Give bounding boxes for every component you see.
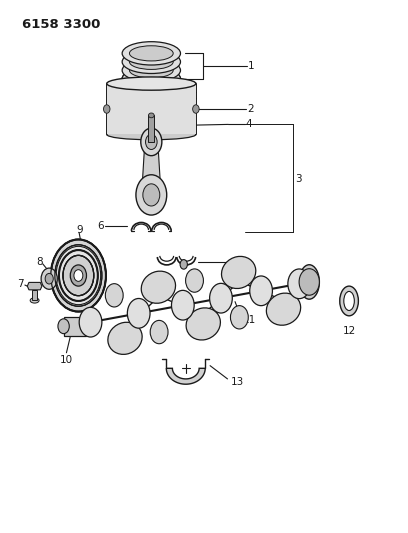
Bar xyxy=(32,290,38,301)
Text: 10: 10 xyxy=(60,356,73,366)
Ellipse shape xyxy=(122,50,180,74)
Text: 13: 13 xyxy=(231,376,244,386)
Ellipse shape xyxy=(108,322,142,354)
Bar xyxy=(149,115,154,142)
Circle shape xyxy=(56,246,101,305)
Ellipse shape xyxy=(129,54,173,69)
Ellipse shape xyxy=(186,308,220,340)
Text: 4: 4 xyxy=(246,119,253,130)
Text: 6158 3300: 6158 3300 xyxy=(22,18,100,31)
Text: 8: 8 xyxy=(37,257,43,266)
Polygon shape xyxy=(142,142,161,195)
Circle shape xyxy=(146,134,157,149)
Text: 2: 2 xyxy=(247,104,254,114)
Text: 11: 11 xyxy=(243,315,256,325)
Ellipse shape xyxy=(266,293,301,325)
Circle shape xyxy=(180,260,187,269)
Ellipse shape xyxy=(149,113,154,118)
Ellipse shape xyxy=(129,71,173,86)
Ellipse shape xyxy=(107,129,196,140)
Text: 7: 7 xyxy=(18,279,24,289)
Circle shape xyxy=(210,284,232,313)
Ellipse shape xyxy=(122,67,180,91)
Ellipse shape xyxy=(122,67,180,91)
Text: 5: 5 xyxy=(234,257,241,266)
Text: 9: 9 xyxy=(76,225,82,236)
Ellipse shape xyxy=(299,265,319,299)
Circle shape xyxy=(79,308,102,337)
Ellipse shape xyxy=(344,292,354,311)
Circle shape xyxy=(127,298,150,328)
Circle shape xyxy=(299,269,319,295)
Circle shape xyxy=(63,255,94,296)
Ellipse shape xyxy=(122,42,180,65)
Bar xyxy=(107,84,196,134)
Circle shape xyxy=(45,273,53,284)
Circle shape xyxy=(193,105,199,114)
Ellipse shape xyxy=(107,77,196,90)
Bar xyxy=(64,317,86,336)
Text: 12: 12 xyxy=(342,326,356,336)
Text: 3: 3 xyxy=(295,174,302,184)
Text: 1: 1 xyxy=(248,61,255,71)
Circle shape xyxy=(136,175,167,215)
Circle shape xyxy=(70,265,86,286)
Text: 6: 6 xyxy=(97,221,104,231)
Circle shape xyxy=(250,276,273,305)
Ellipse shape xyxy=(122,59,180,82)
Circle shape xyxy=(288,269,310,298)
Ellipse shape xyxy=(30,298,39,303)
Circle shape xyxy=(74,270,83,281)
Circle shape xyxy=(141,128,162,156)
Circle shape xyxy=(104,105,110,114)
Ellipse shape xyxy=(129,63,173,78)
Circle shape xyxy=(186,269,204,292)
Polygon shape xyxy=(166,368,205,384)
Circle shape xyxy=(150,320,168,344)
Ellipse shape xyxy=(129,46,173,61)
Circle shape xyxy=(105,284,123,307)
Circle shape xyxy=(231,305,248,329)
Circle shape xyxy=(171,290,194,320)
Circle shape xyxy=(51,239,106,312)
Ellipse shape xyxy=(340,286,358,316)
Ellipse shape xyxy=(141,271,175,303)
Ellipse shape xyxy=(222,256,256,288)
Circle shape xyxy=(41,268,57,289)
Circle shape xyxy=(143,184,160,206)
Circle shape xyxy=(58,319,69,334)
Polygon shape xyxy=(27,282,42,290)
